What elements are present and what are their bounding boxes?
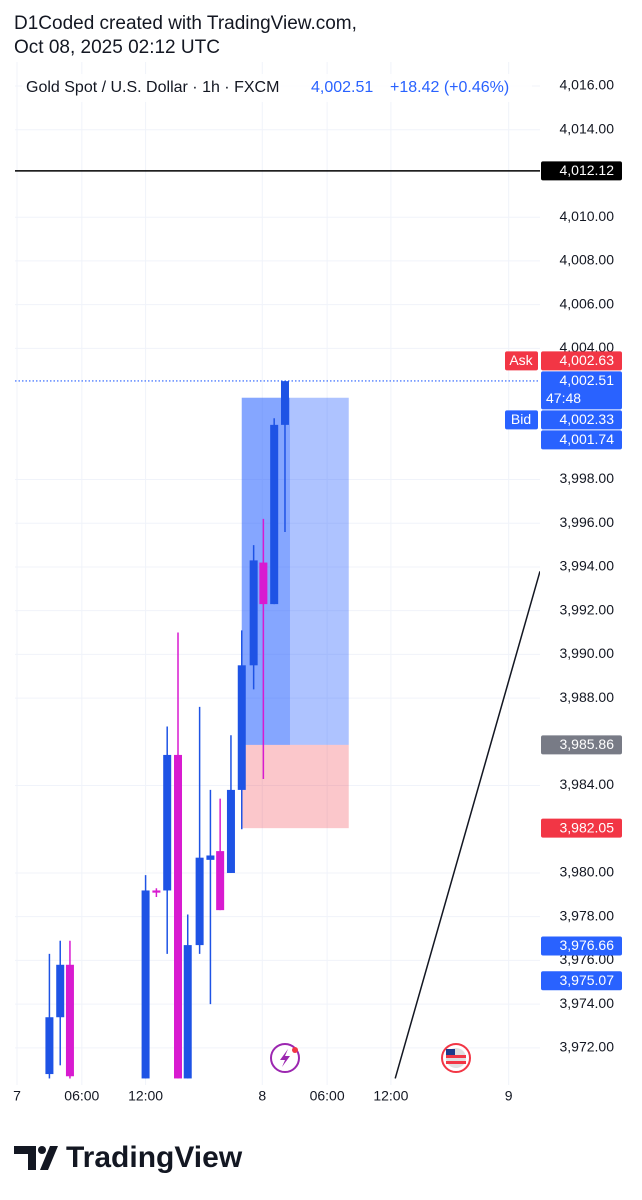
y-tick-label: 3,974.00: [560, 995, 615, 1011]
trend-line: [394, 571, 540, 1079]
legend-bg: [22, 74, 532, 102]
y-tick-label: 3,980.00: [560, 864, 615, 880]
x-tick-label: 9: [505, 1088, 513, 1104]
price-tag-label: 4,001.74: [560, 431, 615, 447]
header-line: Oct 08, 2025 02:12 UTC: [14, 37, 220, 58]
y-tick-label: 4,016.00: [560, 77, 615, 93]
price-tag-label: 3,975.07: [560, 972, 615, 988]
price-tag: [541, 410, 622, 430]
legend-change: +18.42 (+0.46%): [390, 79, 509, 96]
x-tick-label: 8: [258, 1088, 266, 1104]
y-tick-label: 4,008.00: [560, 252, 615, 268]
logo[interactable]: TradingView: [14, 1141, 243, 1174]
x-tick-label: 12:00: [373, 1088, 408, 1104]
y-tick-label: 3,996.00: [560, 514, 615, 530]
candle-body: [163, 754, 172, 891]
countdown: 47:48: [546, 390, 581, 406]
candle-body: [270, 424, 279, 605]
x-tick-label: 06:00: [310, 1088, 345, 1104]
price-tag-label: 3,985.86: [560, 736, 615, 752]
candle-body: [45, 1017, 54, 1075]
side-tag-label: Bid: [511, 411, 531, 427]
price-tag-label: 3,976.66: [560, 937, 615, 953]
candle-body: [237, 665, 246, 790]
side-tag: [505, 410, 538, 430]
candle-body: [56, 964, 65, 1018]
price-tag: [541, 161, 622, 181]
y-tick-label: 3,992.00: [560, 601, 615, 617]
event-icon[interactable]: [441, 1043, 471, 1073]
x-tick-label: 06:00: [64, 1088, 99, 1104]
plot: [15, 170, 540, 1079]
side-tag: [505, 351, 538, 371]
y-tick-label: 4,010.00: [560, 208, 615, 224]
price-tag: [541, 430, 622, 450]
candle-body: [216, 851, 225, 911]
y-tick-label: 3,988.00: [560, 689, 615, 705]
y-tick-label: 4,004.00: [560, 339, 615, 355]
y-tick-label: 3,978.00: [560, 907, 615, 923]
side-tag-label: Ask: [509, 352, 533, 368]
y-tick-label: 3,994.00: [560, 558, 615, 574]
candle-body: [174, 754, 183, 1079]
price-tag: [541, 735, 622, 755]
y-tick-label: 3,984.00: [560, 776, 615, 792]
y-tick-label: 3,990.00: [560, 645, 615, 661]
y-tick-label: 4,014.00: [560, 120, 615, 136]
price-tag-label: 4,002.33: [560, 411, 615, 427]
price-tag-label: 3,982.05: [560, 819, 615, 835]
price-tag: [541, 351, 622, 371]
header-line: D1Coded created with TradingView.com,: [14, 13, 357, 34]
price-tag: [541, 371, 622, 410]
x-tick-label: 12:00: [128, 1088, 163, 1104]
logo-text: TradingView: [66, 1141, 243, 1174]
candle-body: [152, 890, 161, 893]
candle-body: [183, 945, 192, 1079]
legend-symbol: Gold Spot / U.S. Dollar · 1h · FXCM: [26, 79, 279, 96]
price-tag-label: 4,002.51: [560, 372, 615, 388]
candle-body: [226, 789, 235, 873]
stop-zone: [241, 744, 349, 829]
axes: 4,016.00 4,014.00 4,010.00 4,008.00 4,006.00…: [13, 77, 622, 1104]
event-icon[interactable]: [270, 1043, 300, 1073]
y-tick-label: 3,972.00: [560, 1039, 615, 1055]
price-tag: [541, 971, 622, 991]
candle-body: [195, 857, 204, 946]
candle-body: [65, 964, 74, 1077]
price-tag-label: 4,002.63: [560, 352, 615, 368]
price-tag: [541, 818, 622, 838]
candle-body: [249, 560, 258, 666]
x-tick-label: 7: [13, 1088, 21, 1104]
y-tick-label: 3,998.00: [560, 470, 615, 486]
candle-body: [141, 890, 150, 1079]
candle-body: [280, 381, 289, 425]
candle-body: [206, 855, 215, 860]
y-tick-label: 4,006.00: [560, 295, 615, 311]
legend-last: 4,002.51: [311, 79, 373, 96]
price-tag-label: 4,012.12: [560, 162, 615, 178]
candle-body: [259, 562, 268, 605]
price-tag: [541, 936, 622, 956]
